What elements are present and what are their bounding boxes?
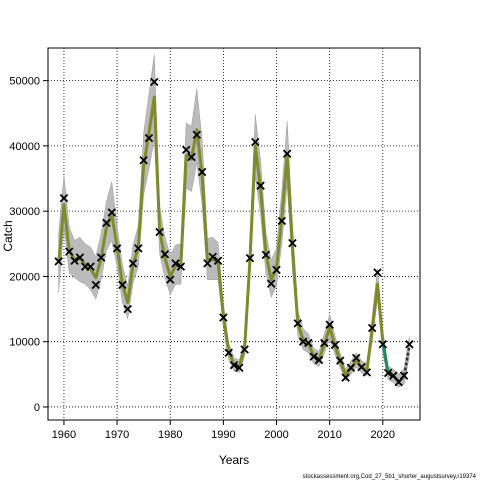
observed-catch-point bbox=[165, 275, 175, 284]
x-tick-label: 1960 bbox=[52, 429, 76, 441]
y-tick-label: 40000 bbox=[9, 141, 40, 153]
confidence-band-layer bbox=[58, 54, 410, 388]
observed-catch-point bbox=[187, 152, 196, 162]
observed-catch-point bbox=[75, 253, 85, 262]
y-tick-label: 0 bbox=[34, 402, 40, 414]
x-tick-label: 1970 bbox=[105, 429, 129, 441]
x-tick-label: 2020 bbox=[371, 429, 395, 441]
observed-catch-point bbox=[314, 355, 324, 365]
observed-catch-point bbox=[405, 340, 414, 349]
observed-catch-point bbox=[102, 218, 111, 228]
confidence-band bbox=[58, 54, 410, 388]
observed-catch-point bbox=[373, 268, 382, 277]
y-axis: 0 10000 20000 30000 40000 50000 bbox=[9, 76, 48, 414]
observed-catch-point bbox=[96, 253, 106, 262]
observed-catch-point bbox=[197, 167, 207, 177]
observed-catch-point bbox=[367, 323, 377, 333]
observed-catch-point bbox=[65, 247, 74, 256]
y-tick-label: 20000 bbox=[9, 271, 40, 283]
y-axis-label: Catch bbox=[1, 220, 15, 251]
observed-catch-point bbox=[219, 313, 228, 322]
observed-catch-point bbox=[272, 265, 281, 275]
observed-catch-point bbox=[266, 279, 276, 288]
x-tick-label: 1990 bbox=[211, 429, 235, 441]
observed-catch-point bbox=[107, 208, 117, 217]
observed-catch-point bbox=[86, 262, 95, 271]
observed-catch-point bbox=[293, 319, 303, 328]
observed-catch-point bbox=[160, 249, 170, 259]
observed-catch-point bbox=[128, 259, 138, 268]
observed-catch-point bbox=[54, 257, 63, 266]
grid bbox=[48, 48, 420, 420]
observed-markers-layer bbox=[54, 77, 414, 387]
observed-catch-point bbox=[134, 244, 143, 253]
observed-catch-point bbox=[325, 320, 334, 329]
observed-catch-point bbox=[245, 253, 255, 263]
x-tick-label: 1980 bbox=[158, 429, 182, 441]
observed-catch-point bbox=[235, 363, 244, 373]
x-axis: 1960 1970 1980 1990 2000 2010 2020 bbox=[52, 420, 395, 441]
observed-catch-point bbox=[336, 356, 345, 365]
observed-catch-point bbox=[378, 340, 388, 349]
observed-catch-point bbox=[288, 238, 297, 248]
observed-catch-point bbox=[346, 363, 356, 373]
plot-frame bbox=[47, 47, 421, 421]
observed-catch-point bbox=[282, 149, 292, 158]
observed-catch-point bbox=[362, 368, 372, 377]
observed-catch-point bbox=[304, 338, 313, 348]
observed-catch-point bbox=[181, 145, 191, 155]
observed-catch-point bbox=[70, 256, 79, 265]
observed-catch-point bbox=[330, 340, 340, 350]
estimated-catch-line bbox=[57, 95, 385, 377]
observed-catch-point bbox=[112, 244, 122, 253]
observed-catch-point bbox=[261, 250, 271, 260]
x-tick-label: 2010 bbox=[317, 429, 341, 441]
observed-catch-point bbox=[144, 133, 154, 143]
observed-catch-point bbox=[224, 348, 233, 358]
observed-catch-point bbox=[91, 280, 101, 290]
observed-catch-point bbox=[229, 360, 239, 370]
x-tick-label: 2000 bbox=[264, 429, 288, 441]
y-tick-label: 50000 bbox=[9, 76, 40, 88]
y-tick-label: 30000 bbox=[9, 206, 40, 218]
observed-catch-point bbox=[251, 137, 260, 147]
observed-catch-point bbox=[240, 345, 249, 354]
observed-catch-point bbox=[208, 252, 217, 262]
observed-catch-point bbox=[341, 373, 350, 382]
observed-catch-point bbox=[277, 216, 287, 226]
source-footnote: stockassessment.org,Cod_27_5b1_shorter_a… bbox=[303, 474, 477, 480]
observed-catch-point bbox=[256, 181, 265, 190]
observed-catch-point bbox=[309, 352, 318, 361]
observed-catch-point bbox=[150, 77, 159, 87]
observed-catch-point bbox=[123, 304, 132, 314]
observed-catch-point bbox=[139, 156, 148, 165]
observed-catch-point bbox=[192, 130, 202, 140]
observed-catch-point bbox=[155, 227, 164, 237]
observed-catch-point bbox=[320, 338, 329, 348]
observed-catch-point bbox=[176, 262, 186, 271]
y-tick-label: 10000 bbox=[9, 337, 40, 349]
observed-catch-point bbox=[171, 259, 180, 268]
observed-catch-point bbox=[351, 353, 361, 363]
observed-catch-point bbox=[59, 193, 69, 203]
observed-catch-point bbox=[399, 371, 409, 380]
observed-catch-point bbox=[213, 256, 223, 265]
observed-catch-point bbox=[383, 368, 393, 378]
x-axis-label: Years bbox=[219, 453, 249, 467]
observed-catch-point bbox=[118, 280, 127, 290]
